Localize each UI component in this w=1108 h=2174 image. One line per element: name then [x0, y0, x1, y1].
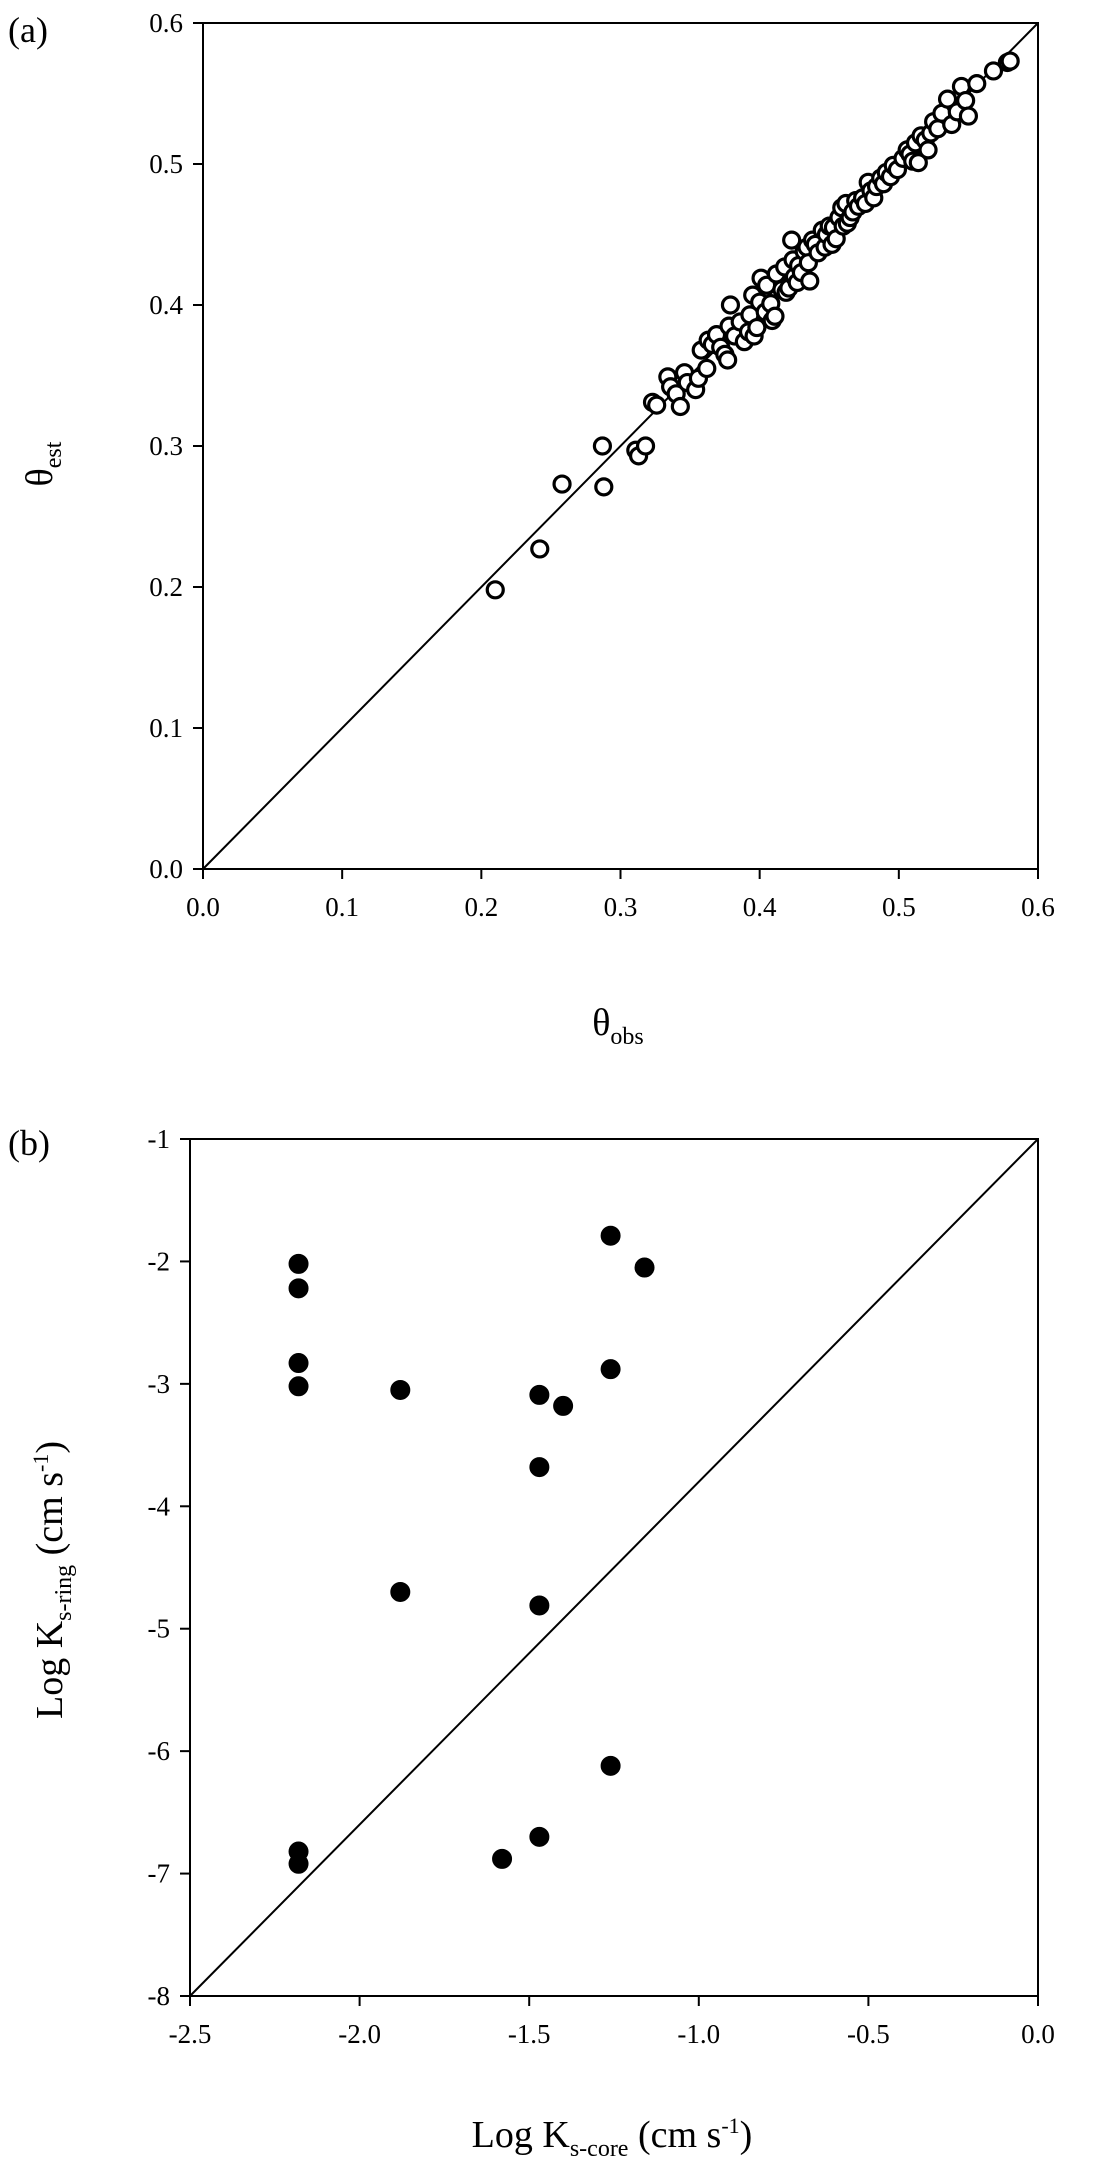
- panel-a-data-point: [967, 74, 987, 94]
- panel-a-data-point: [983, 61, 1004, 81]
- panel-a-data-point: [782, 230, 802, 250]
- panel-b-y-tick-label: -6: [148, 1736, 171, 1766]
- panel-a-data-point: [958, 106, 979, 126]
- panel-a-y-tick-label: 0.2: [149, 572, 183, 602]
- panel-a-y-tick-label: 0.0: [149, 854, 183, 884]
- panel-b-x-axis-label: Log Ks-core (cm s-1): [472, 2113, 753, 2162]
- panel-b-data-point: [529, 1384, 550, 1405]
- panel-a-data-point: [530, 539, 550, 559]
- panel-b-data-point: [390, 1379, 411, 1400]
- panel-a-data-point: [594, 477, 614, 497]
- panel-b-y-tick-label: -4: [148, 1491, 171, 1521]
- panel-a-data-point: [800, 271, 820, 291]
- panel-a-y-tick-label: 0.3: [149, 431, 183, 461]
- panel-a-data-point: [697, 358, 717, 379]
- panel-a-data-point: [720, 295, 741, 315]
- panel-a-x-tick-label: 0.0: [186, 892, 220, 922]
- panel-b-y-tick-label: -3: [148, 1369, 171, 1399]
- panel-b-x-tick-label: -1.0: [677, 2019, 720, 2049]
- panel-b-y-tick-label: -1: [148, 1124, 171, 1154]
- panel-b-data-point: [600, 1755, 621, 1776]
- panel-a-data-point: [552, 474, 572, 494]
- panel-b-x-tick-label: -0.5: [847, 2019, 890, 2049]
- panel-a-data-point: [765, 306, 785, 326]
- panel-b-data-point: [600, 1225, 621, 1246]
- panel-b-one-to-one-line: [189, 1138, 1039, 1997]
- panel-b-data-point: [529, 1826, 550, 1847]
- panel-a-x-tick-label: 0.3: [604, 892, 638, 922]
- panel-a-x-tick-label: 0.5: [882, 892, 916, 922]
- panel-a-data-point: [485, 580, 505, 600]
- panel-a-x-tick-label: 0.2: [464, 892, 498, 922]
- panel-b-data-point: [288, 1353, 309, 1374]
- panel-a-data-point: [908, 152, 928, 173]
- panel-a-x-tick-label: 0.1: [325, 892, 359, 922]
- panel-b-data-point: [529, 1595, 550, 1616]
- panel-a-x-tick-label: 0.4: [743, 892, 777, 922]
- panel-a-label: (a): [8, 10, 48, 50]
- panel-b-data-point: [600, 1359, 621, 1380]
- panel-a-data-point: [918, 140, 938, 160]
- panel-a-y-tick-label: 0.1: [149, 713, 183, 743]
- panel-b-data-point: [553, 1395, 574, 1416]
- panel-b-data-point: [492, 1848, 513, 1869]
- panel-b-y-axis-label: Log Ks-ring (cm s-1): [28, 1441, 77, 1719]
- panel-a-y-axis-label: θest: [19, 441, 67, 486]
- panel-a-data-point: [592, 436, 613, 456]
- panel-b-y-tick-label: -8: [148, 1981, 171, 2011]
- panel-b-data-point: [288, 1376, 309, 1397]
- panel-b-x-tick-label: -1.5: [508, 2019, 551, 2049]
- panel-b-data-point: [288, 1253, 309, 1274]
- panel-a-data-point: [956, 90, 976, 111]
- panel-a-data-point: [647, 395, 667, 415]
- panel-b-x-tick-label: -2.0: [338, 2019, 381, 2049]
- panel-b-x-tick-label: -2.5: [169, 2019, 212, 2049]
- panel-b-data-point: [529, 1457, 550, 1478]
- panel-b-data-point: [288, 1278, 309, 1299]
- panel-b-x-tick-label: 0.0: [1021, 2019, 1055, 2049]
- panel-b-data-point: [390, 1581, 411, 1602]
- panel-b-data-point: [288, 1853, 309, 1874]
- panel-a-y-tick-label: 0.6: [149, 8, 183, 38]
- panel-b-scatter-plot: (b) Log Ks-core (cm s-1) Log Ks-ring (cm…: [8, 1123, 1055, 2162]
- panel-b-y-tick-label: -5: [148, 1614, 171, 1644]
- panel-a-data-point: [747, 317, 767, 338]
- panel-a-data-point: [1000, 51, 1020, 71]
- panel-a-y-tick-label: 0.4: [149, 290, 183, 320]
- panel-a-data-point: [635, 436, 656, 456]
- panel-a-data-point: [670, 396, 690, 417]
- panel-a-scatter-plot: (a) θobs θest 0.0 0.1 0.2 0.3 0.4 0.5 0.6 0.0 0.…: [8, 8, 1055, 1050]
- panel-a-x-tick-label: 0.6: [1021, 892, 1055, 922]
- panel-b-plot-frame: [189, 1138, 1039, 1997]
- panel-b-y-tick-label: -7: [148, 1859, 171, 1889]
- panel-b-y-tick-label: -2: [148, 1246, 171, 1276]
- panel-a-data-point: [718, 350, 738, 370]
- panel-b-label: (b): [8, 1123, 50, 1163]
- panel-b-data-point: [634, 1257, 655, 1278]
- panel-a-y-tick-label: 0.5: [149, 149, 183, 179]
- panel-a-data-point: [937, 89, 958, 109]
- panel-a-x-axis-label: θobs: [592, 1002, 644, 1050]
